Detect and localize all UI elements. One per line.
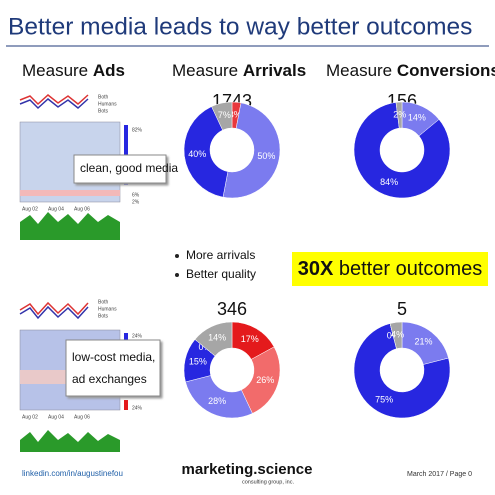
donut-segment [353,102,451,199]
thumb-date: Aug 04 [48,206,64,212]
thumb-date: Aug 02 [22,206,38,212]
thumb-bar [124,400,128,410]
donut-segment [185,375,253,419]
thumb-legend: Both [98,94,109,100]
thumb-label: 2% [132,199,140,205]
donut-segment [194,321,233,357]
thumb-green [20,212,120,240]
thumb-label: 82% [132,127,143,133]
thumb-legend: Humans [98,306,117,312]
donut-segment [183,106,229,198]
thumb-label: 24% [132,333,143,339]
callout-box [73,154,167,184]
value-label: 50% [257,151,275,161]
footer-brand-sub: consulting group, inc. [242,479,294,485]
bullet-dot [175,273,179,277]
donut-segment [395,101,403,129]
value-label: 2% [393,109,406,119]
header-bold: Ads [93,61,125,80]
callout-box [65,339,161,397]
highlight-text: 30X better outcomes [298,258,483,280]
header-prefix: Measure [22,61,93,80]
thumb-line [19,98,89,110]
value-label: 15% [189,357,207,367]
thumb-legend: Humans [98,101,117,107]
thumb-line [19,94,89,106]
thumb-band [20,190,120,196]
thumb-green [20,430,120,452]
footer-brand: marketing.science [182,461,313,478]
donut-segment [353,323,451,419]
thumb-line [19,301,89,316]
thumb-date: Aug 04 [48,414,64,420]
value-label: 14% [408,113,426,123]
header-prefix: Measure [326,61,397,80]
thumb-line [19,305,89,320]
donut-segment [211,101,233,131]
donut-segment [222,102,281,199]
value-label: 84% [380,177,398,187]
column-header: Measure Ads [22,61,125,80]
thumb-date: Aug 02 [22,414,38,420]
value-label: 3% [229,110,242,120]
value-label: 40% [188,149,206,159]
header-bold: Conversions [397,61,495,80]
value-label: 14% [208,333,226,343]
thumb-legend: Both [98,299,109,305]
value-label: 26% [256,375,274,385]
value-label: 17% [241,334,259,344]
header-bold: Arrivals [243,61,306,80]
thumb-date: Aug 06 [74,414,90,420]
donut-total: 346 [217,299,247,319]
highlight-bold: 30X [298,258,334,280]
callout-text: low-cost media, [72,350,155,364]
thumb-legend: Bots [98,108,109,114]
bullet-dot [175,254,179,258]
highlight-rest: better outcomes [333,258,482,280]
thumb-label: 24% [132,405,143,411]
donut-total: 5 [397,299,407,319]
thumb-legend: Bots [98,313,109,319]
bullet: More arrivals [186,248,255,262]
thumb-label: 6% [132,192,140,198]
bullet: Better quality [186,267,256,281]
value-label: 4% [391,330,404,340]
value-label: 75% [375,395,393,405]
callout-text: ad exchanges [72,372,147,386]
slide-title: Better media leads to way better outcome… [8,13,472,40]
header-prefix: Measure [172,61,243,80]
thumb-date: Aug 06 [74,206,90,212]
footer-left: linkedin.com/in/augustinefou [22,469,123,478]
callout-text: clean, good media [80,161,178,175]
value-label: 28% [208,396,226,406]
donut-segment [389,321,403,349]
value-label: 7% [218,110,231,120]
highlight-box [292,252,488,286]
column-header: Measure Arrivals [172,61,306,80]
column-header: Measure Conversions [326,61,495,80]
value-label: 21% [414,337,432,347]
footer-right: March 2017 / Page 0 [407,471,472,478]
